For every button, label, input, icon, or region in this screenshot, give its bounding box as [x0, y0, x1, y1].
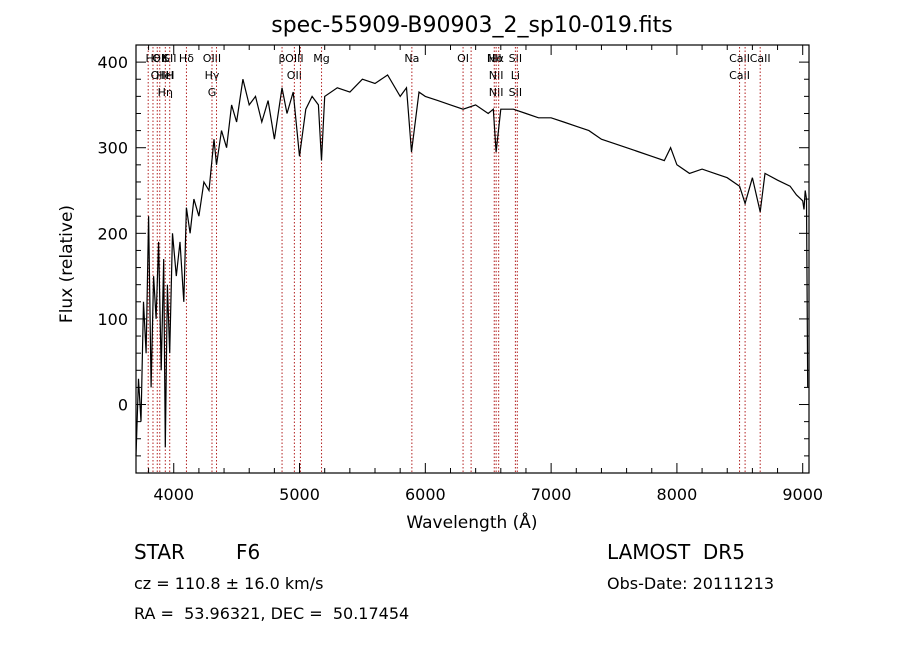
line-marker-label: Hδ: [179, 52, 194, 65]
y-tick-label: 100: [97, 310, 128, 329]
line-marker-label: Mg: [313, 52, 329, 65]
spectrum-series: [135, 74, 809, 456]
sky-coordinates: RA = 53.96321, DEC = 50.17454: [134, 604, 410, 623]
plot-frame: [135, 44, 810, 474]
chart-title: spec-55909-B90903_2_sp10-019.fits: [271, 13, 673, 38]
line-marker-label: SII: [509, 52, 522, 65]
x-tick-label: 6000: [405, 485, 446, 504]
line-marker-label: SII: [163, 52, 176, 65]
line-marker-label: Na: [404, 52, 419, 65]
x-tick-label: 4000: [153, 485, 194, 504]
y-tick-label: 200: [97, 224, 128, 243]
line-marker-label: OI: [457, 52, 469, 65]
line-marker-label: Hγ: [205, 69, 220, 82]
redshift-cz: cz = 110.8 ± 16.0 km/s: [134, 574, 324, 593]
line-marker-label: H: [166, 69, 174, 82]
line-marker-label: CaII: [729, 69, 750, 82]
line-marker-label: CaII: [729, 52, 750, 65]
line-marker-label: G: [208, 86, 217, 99]
line-marker-label: NII: [489, 86, 504, 99]
line-marker-label: K: [162, 52, 170, 65]
line-marker-label: OII: [152, 52, 167, 65]
object-class: STAR: [134, 540, 185, 564]
y-tick-label: 0: [118, 396, 128, 415]
line-marker-label: OII: [287, 69, 302, 82]
x-tick-label: 5000: [279, 485, 320, 504]
line-marker-label: OIII: [203, 52, 221, 65]
line-marker-label: OIII: [151, 69, 169, 82]
line-marker-label: CaII: [750, 52, 771, 65]
line-marker-label: Hη: [158, 86, 173, 99]
x-tick-label: 9000: [782, 485, 823, 504]
line-marker-label: OIII: [285, 52, 303, 65]
object-subclass: F6: [236, 540, 261, 564]
y-tick-label: 400: [97, 53, 128, 72]
line-marker-label: SII: [509, 86, 522, 99]
x-tick-label: 8000: [657, 485, 698, 504]
line-marker-label: Li: [511, 69, 520, 82]
line-marker-label: NII: [487, 52, 502, 65]
y-axis-label: Flux (relative): [57, 205, 77, 323]
x-ticks: 4000 5000 6000 7000 8000 9000: [148, 45, 823, 504]
observation-date: Obs-Date: 20111213: [607, 574, 775, 593]
x-tick-label: 7000: [531, 485, 572, 504]
y-ticks: 0 100 200 300 400: [97, 44, 809, 457]
line-marker-label: β: [279, 52, 286, 65]
x-axis-label: Wavelength (Å): [406, 511, 537, 533]
survey-label: LAMOST DR5: [607, 540, 745, 564]
line-marker-label: Hα: [488, 52, 504, 65]
y-tick-label: 300: [97, 139, 128, 158]
line-marker-label: NII: [489, 69, 504, 82]
